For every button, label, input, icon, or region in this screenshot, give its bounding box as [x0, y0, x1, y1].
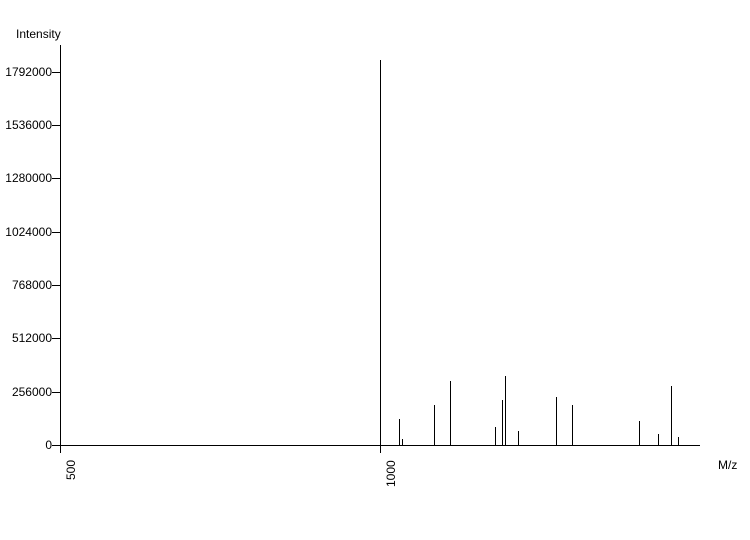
peak — [502, 400, 503, 445]
y-tick — [52, 232, 60, 233]
x-tick-label: 500 — [64, 460, 78, 480]
y-tick-label: 0 — [2, 438, 52, 452]
peak — [434, 405, 435, 445]
y-tick-label: 1024000 — [2, 225, 52, 239]
y-tick — [52, 72, 60, 73]
y-tick-label: 1280000 — [2, 171, 52, 185]
peak — [450, 381, 451, 445]
y-tick — [52, 392, 60, 393]
y-tick — [52, 125, 60, 126]
y-tick-label: 256000 — [2, 385, 52, 399]
x-axis-title: M/z — [718, 458, 737, 472]
peak — [658, 434, 659, 445]
plot-area — [60, 45, 700, 445]
y-tick-label: 768000 — [2, 278, 52, 292]
y-tick — [52, 338, 60, 339]
spectrum-chart: Intensity M/z 0 256000 512000 768000 1024000… — [0, 0, 750, 540]
y-axis-title: Intensity — [16, 27, 61, 41]
peak — [518, 431, 519, 445]
x-tick-label: 1000 — [384, 460, 398, 487]
peak — [572, 405, 573, 445]
y-tick — [52, 178, 60, 179]
peak — [556, 397, 557, 445]
y-tick-label: 512000 — [2, 331, 52, 345]
peak — [399, 419, 400, 445]
peak — [495, 427, 496, 445]
peak — [380, 60, 381, 445]
y-tick — [52, 285, 60, 286]
y-tick — [52, 445, 60, 446]
y-tick-label: 1536000 — [2, 118, 52, 132]
x-tick — [380, 445, 381, 453]
x-tick — [60, 445, 61, 453]
peak — [639, 421, 640, 445]
peak — [505, 376, 506, 445]
y-axis-line — [60, 45, 61, 445]
y-tick-label: 1792000 — [2, 65, 52, 79]
peak — [678, 437, 679, 445]
peak — [671, 386, 672, 445]
